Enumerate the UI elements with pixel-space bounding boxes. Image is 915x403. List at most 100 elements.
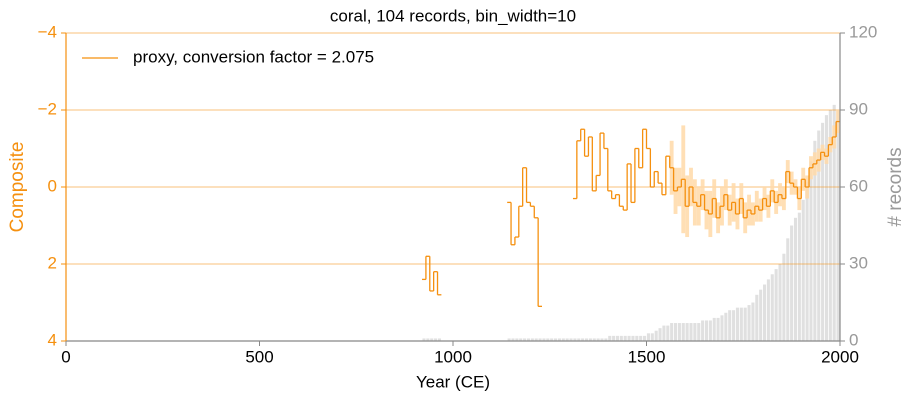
record-bar [573,338,577,341]
record-bar [724,312,728,341]
record-bar [569,338,573,341]
record-bar [581,338,585,341]
record-bar [584,338,589,341]
record-bar [523,338,527,341]
record-bar [670,323,674,341]
record-bar [507,338,511,341]
record-bar [728,310,732,341]
record-bar [511,338,515,341]
record-bar [809,161,813,341]
x-tick-label: 0 [61,347,70,366]
record-bar [677,323,681,341]
record-bar [693,323,697,341]
record-bar [557,338,561,341]
record-bar [604,338,608,341]
record-bar [623,335,627,341]
y2-axis-label: # records [885,147,906,226]
record-bar [546,338,550,341]
record-bar [801,199,805,341]
record-bar [619,335,623,341]
record-bar [720,315,724,341]
x-axis-label: Year (CE) [416,372,490,391]
record-bar [813,140,817,341]
chart-title: coral, 104 records, bin_width=10 [330,6,576,25]
record-bar [658,328,662,341]
record-bar [716,317,720,341]
record-bar [662,325,666,341]
record-bar [751,302,755,341]
record-bar [592,338,596,341]
record-bar [627,335,631,341]
record-bar [681,323,685,341]
y-tick-label: −2 [38,99,57,118]
record-bar [534,338,538,341]
record-bar [774,269,778,341]
record-bar [689,323,693,341]
record-bar [434,338,438,341]
record-bar [437,338,441,341]
record-bar [685,323,689,341]
record-bar [631,335,635,341]
record-bar [538,338,542,341]
legend-label: proxy, conversion factor = 2.075 [133,47,374,66]
record-bar [608,335,612,341]
record-bar [654,330,658,341]
y-tick-label: 4 [48,330,57,349]
record-bar [600,338,604,341]
record-bar [422,338,426,341]
record-bar [426,338,430,341]
record-bar [596,338,600,341]
record-bar [666,325,670,341]
record-bar [832,104,836,341]
record-bar [554,338,558,341]
y2-tick-label: 120 [849,22,877,41]
record-bar [817,130,821,341]
record-bar [697,323,701,341]
record-bar [766,279,770,341]
record-bar [712,317,716,341]
record-bar [824,115,828,341]
y2-tick-label: 0 [849,330,858,349]
record-bar [735,307,739,341]
record-bar [646,333,650,341]
y2-tick-label: 60 [849,176,868,195]
y2-tick-label: 90 [849,99,868,118]
record-bar [759,289,763,341]
y-tick-label: 2 [48,253,57,272]
record-bar [612,335,616,341]
record-bar [650,333,654,341]
record-bar [701,320,705,341]
record-bar [739,307,743,341]
y-tick-label: −4 [38,22,57,41]
y-axis-label: Composite [7,142,28,233]
record-bar [526,338,530,341]
record-bar [790,225,794,341]
record-bar [542,338,546,341]
x-tick-label: 2000 [821,347,859,366]
record-bar [778,264,782,341]
record-bar [793,217,798,341]
record-bar [732,310,736,341]
record-bar [530,338,534,341]
record-bar [782,253,786,341]
record-bar [550,338,554,341]
record-bar [763,284,767,341]
record-bar [704,320,709,341]
record-bar [755,294,759,341]
record-bar [770,274,774,341]
record-bar [828,110,832,341]
x-tick-label: 1000 [434,347,472,366]
record-bar [743,307,747,341]
record-bar [805,181,809,341]
y-tick-label: 0 [48,176,57,195]
x-tick-label: 1500 [628,347,666,366]
record-bar [836,110,840,341]
record-bar [643,335,647,341]
record-bar [635,335,639,341]
record-bar [673,323,678,341]
record-bar [821,122,825,341]
record-bar [519,338,523,341]
record-bar [430,338,434,341]
record-bar [708,320,712,341]
